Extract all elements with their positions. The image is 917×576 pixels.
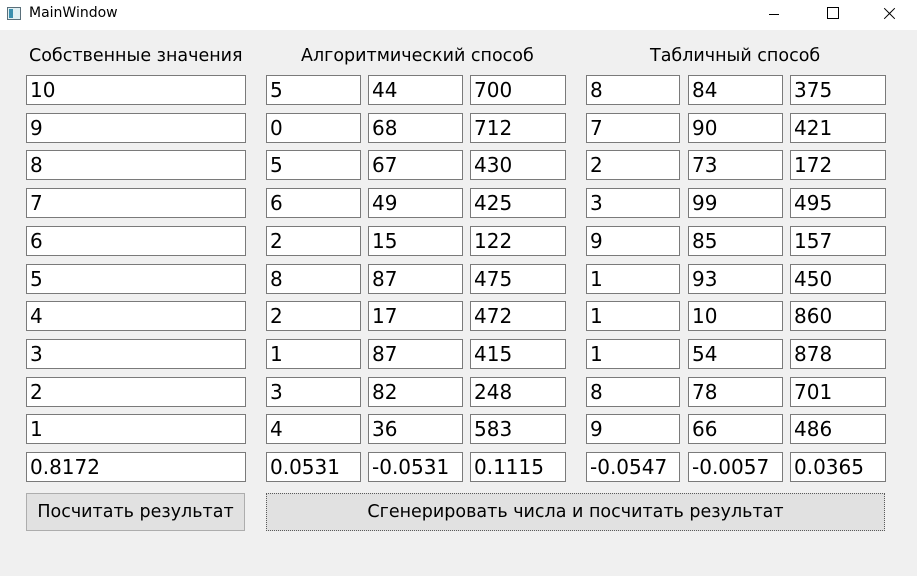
algorithmic-field[interactable]: 3 <box>266 377 361 407</box>
tabular-field[interactable]: 90 <box>688 113 783 143</box>
tabular-field[interactable]: 66 <box>688 414 783 444</box>
tabular-field[interactable]: 7 <box>586 113 680 143</box>
tabular-field[interactable]: 8 <box>586 377 680 407</box>
eigenvalue-field[interactable]: 1 <box>26 414 246 444</box>
eigenvalue-field[interactable]: 5 <box>26 264 246 294</box>
eigenvalue-field[interactable]: 2 <box>26 377 246 407</box>
tabular-field[interactable]: 421 <box>790 113 886 143</box>
tabular-field[interactable]: 84 <box>688 75 783 105</box>
algorithmic-field[interactable]: 4 <box>266 414 361 444</box>
tabular-field[interactable]: 78 <box>688 377 783 407</box>
eigenvalue-field[interactable]: 3 <box>26 339 246 369</box>
algorithmic-field[interactable]: 82 <box>368 377 463 407</box>
eigenvalue-field[interactable]: 10 <box>26 75 246 105</box>
eigenvalues-header: Собственные значения <box>29 46 243 66</box>
generate-and-calculate-button[interactable]: Сгенерировать числа и посчитать результа… <box>266 493 885 531</box>
app-window-icon <box>7 7 21 20</box>
tabular-header: Табличный способ <box>650 46 821 66</box>
tabular-result-field[interactable]: -0.0547 <box>586 452 680 482</box>
algorithmic-result-field[interactable]: -0.0531 <box>368 452 463 482</box>
algorithmic-header: Алгоритмический способ <box>301 46 534 66</box>
algorithmic-field[interactable]: 87 <box>368 264 463 294</box>
eigenvalue-field[interactable]: 9 <box>26 113 246 143</box>
algorithmic-field[interactable]: 87 <box>368 339 463 369</box>
eigenvalue-field[interactable]: 6 <box>26 226 246 256</box>
tabular-field[interactable]: 9 <box>586 414 680 444</box>
tabular-field[interactable]: 375 <box>790 75 886 105</box>
tabular-field[interactable]: 172 <box>790 150 886 180</box>
algorithmic-result-field[interactable]: 0.1115 <box>470 452 566 482</box>
algorithmic-field[interactable]: 2 <box>266 226 361 256</box>
tabular-field[interactable]: 9 <box>586 226 680 256</box>
tabular-field[interactable]: 701 <box>790 377 886 407</box>
algorithmic-field[interactable]: 49 <box>368 188 463 218</box>
algorithmic-field[interactable]: 36 <box>368 414 463 444</box>
tabular-field[interactable]: 1 <box>586 301 680 331</box>
algorithmic-field[interactable]: 700 <box>470 75 566 105</box>
algorithmic-field[interactable]: 0 <box>266 113 361 143</box>
tabular-field[interactable]: 3 <box>586 188 680 218</box>
tabular-field[interactable]: 93 <box>688 264 783 294</box>
tabular-field[interactable]: 1 <box>586 264 680 294</box>
algorithmic-field[interactable]: 583 <box>470 414 566 444</box>
tabular-field[interactable]: 450 <box>790 264 886 294</box>
minimize-button[interactable] <box>751 0 797 30</box>
tabular-field[interactable]: 8 <box>586 75 680 105</box>
tabular-result-field[interactable]: 0.0365 <box>790 452 886 482</box>
eigen-result-field[interactable]: 0.8172 <box>26 452 246 482</box>
title-bar: MainWindow <box>0 0 917 30</box>
algorithmic-field[interactable]: 5 <box>266 75 361 105</box>
algorithmic-field[interactable]: 5 <box>266 150 361 180</box>
calculate-result-button[interactable]: Посчитать результат <box>26 493 245 531</box>
algorithmic-field[interactable]: 44 <box>368 75 463 105</box>
algorithmic-field[interactable]: 68 <box>368 113 463 143</box>
tabular-field[interactable]: 495 <box>790 188 886 218</box>
algorithmic-field[interactable]: 8 <box>266 264 361 294</box>
tabular-field[interactable]: 54 <box>688 339 783 369</box>
tabular-field[interactable]: 860 <box>790 301 886 331</box>
algorithmic-field[interactable]: 415 <box>470 339 566 369</box>
eigenvalue-field[interactable]: 4 <box>26 301 246 331</box>
eigenvalue-field[interactable]: 7 <box>26 188 246 218</box>
algorithmic-field[interactable]: 15 <box>368 226 463 256</box>
algorithmic-field[interactable]: 430 <box>470 150 566 180</box>
window-title: MainWindow <box>29 5 118 21</box>
tabular-field[interactable]: 878 <box>790 339 886 369</box>
algorithmic-field[interactable]: 6 <box>266 188 361 218</box>
algorithmic-field[interactable]: 17 <box>368 301 463 331</box>
maximize-button[interactable] <box>809 0 855 30</box>
algorithmic-field[interactable]: 425 <box>470 188 566 218</box>
tabular-field[interactable]: 10 <box>688 301 783 331</box>
tabular-field[interactable]: 157 <box>790 226 886 256</box>
tabular-field[interactable]: 85 <box>688 226 783 256</box>
tabular-result-field[interactable]: -0.0057 <box>688 452 783 482</box>
algorithmic-field[interactable]: 122 <box>470 226 566 256</box>
tabular-field[interactable]: 486 <box>790 414 886 444</box>
tabular-field[interactable]: 73 <box>688 150 783 180</box>
eigenvalue-field[interactable]: 8 <box>26 150 246 180</box>
algorithmic-field[interactable]: 67 <box>368 150 463 180</box>
algorithmic-field[interactable]: 1 <box>266 339 361 369</box>
tabular-field[interactable]: 1 <box>586 339 680 369</box>
algorithmic-field[interactable]: 248 <box>470 377 566 407</box>
algorithmic-field[interactable]: 712 <box>470 113 566 143</box>
tabular-field[interactable]: 99 <box>688 188 783 218</box>
algorithmic-field[interactable]: 472 <box>470 301 566 331</box>
algorithmic-field[interactable]: 475 <box>470 264 566 294</box>
algorithmic-field[interactable]: 2 <box>266 301 361 331</box>
close-button[interactable] <box>867 0 913 30</box>
algorithmic-result-field[interactable]: 0.0531 <box>266 452 361 482</box>
tabular-field[interactable]: 2 <box>586 150 680 180</box>
